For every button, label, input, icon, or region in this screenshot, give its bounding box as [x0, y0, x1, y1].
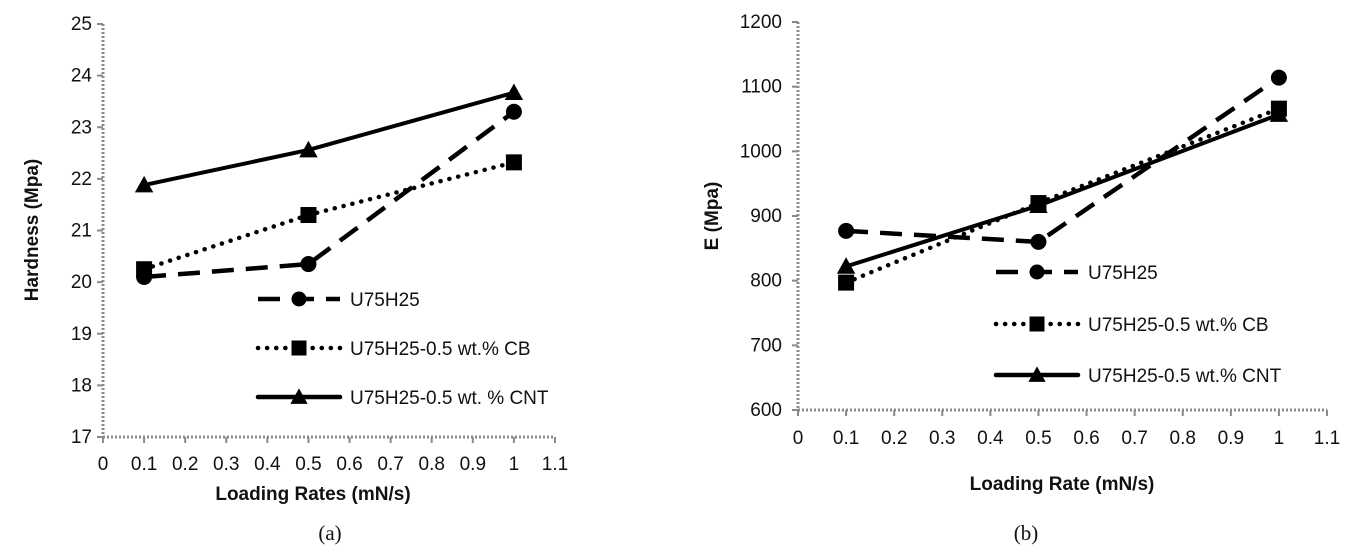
data-point-square: [505, 154, 522, 171]
legend-label: U75H25-0.5 wt.% CB: [350, 339, 531, 360]
y-tick-label: 1000: [740, 141, 782, 162]
series-line-circle: [143, 109, 516, 280]
x-tick-label: 0.6: [1073, 428, 1099, 449]
chart-elastic-modulus: 600 700 800 900 1000 1100 1200 0 0.1 0.2 0.3 0.4 0.5…: [702, 12, 1340, 545]
legend-label: U75H25-0.5 wt. % CNT: [350, 388, 549, 409]
legend-marker-square: [291, 340, 307, 356]
x-tick-label: 0.3: [929, 428, 955, 449]
x-tick-label: 0.2: [881, 428, 907, 449]
data-point-circle: [505, 103, 522, 120]
x-tick-label: 0: [793, 428, 804, 449]
y-tick-label: 25: [71, 14, 92, 35]
x-tick-label: 0.8: [419, 454, 445, 475]
y-tick-label: 24: [71, 66, 93, 87]
legend-marker-triangle: [1028, 366, 1046, 382]
data-point-triangle: [1029, 196, 1048, 214]
x-tick-label: 0.9: [460, 454, 486, 475]
data-point-triangle: [836, 257, 856, 274]
y-axis-label: E (Mpa): [702, 182, 723, 251]
x-tick-label: 0.5: [295, 454, 321, 475]
y-axis-label: Hardness (Mpa): [22, 159, 43, 302]
x-tick-label: 0.6: [336, 454, 362, 475]
y-tick-label: 900: [750, 206, 782, 227]
data-point-triangle: [134, 175, 154, 193]
series-line-triangle: [142, 90, 516, 188]
data-point-square: [300, 207, 317, 224]
chart-hardness: 17 18 19 20 21 22 23 24 25 0 0.1 0.2 0.3 0.4 0.5 0.6 0.7…: [22, 14, 568, 545]
x-tick-label: 0.2: [172, 454, 198, 475]
x-tick-label: 0.1: [131, 454, 157, 475]
y-tick-label: 1100: [741, 77, 782, 98]
data-point-triangle: [504, 83, 524, 101]
x-tick-label: 0.1: [833, 428, 859, 449]
y-tick-label: 800: [750, 271, 782, 292]
y-tick-label: 23: [71, 117, 92, 138]
figure-caption: (b): [1014, 521, 1039, 545]
data-point-square: [838, 274, 855, 291]
x-tick-label: 1.1: [1314, 428, 1340, 449]
legend-marker-triangle: [290, 388, 308, 404]
x-tick-label: 0.3: [213, 454, 239, 475]
y-tick-label: 18: [71, 375, 92, 396]
x-axis-label: Loading Rates (mN/s): [215, 484, 410, 505]
y-tick-label: 22: [71, 169, 92, 190]
x-tick-label: 0.8: [1170, 428, 1196, 449]
series-line-triangle: [844, 112, 1281, 269]
data-point-circle: [300, 256, 317, 273]
legend-marker-circle: [291, 291, 307, 307]
data-point-triangle: [299, 140, 318, 158]
y-tick-label: 17: [71, 427, 92, 448]
data-point-circle: [838, 222, 855, 239]
x-tick-label: 1: [1274, 428, 1285, 449]
data-point-circle: [1030, 233, 1047, 250]
y-tick-label: 19: [71, 324, 92, 345]
data-point-circle: [1270, 69, 1287, 86]
x-tick-label: 0: [98, 454, 109, 475]
x-tick-label: 0.4: [254, 454, 281, 475]
x-tick-label: 0.7: [377, 454, 403, 475]
y-tick-label: 1200: [740, 12, 782, 33]
x-axis-label: Loading Rate (mN/s): [970, 474, 1155, 495]
x-tick-label: 0.7: [1121, 428, 1147, 449]
legend-marker-square: [1029, 316, 1045, 332]
y-tick-label: 700: [750, 335, 782, 356]
series-line-square: [141, 160, 517, 272]
x-tick-label: 0.4: [977, 428, 1004, 449]
legend-label: U75H25-0.5 wt.% CB: [1088, 315, 1269, 336]
y-tick-label: 600: [750, 400, 782, 421]
data-point-square: [136, 261, 153, 278]
legend-label: U75H25: [1088, 263, 1158, 284]
legend-marker-circle: [1029, 264, 1045, 280]
series-line-circle: [845, 75, 1281, 245]
figure-caption: (a): [318, 521, 341, 545]
legend-label: U75H25: [350, 290, 420, 311]
x-tick-label: 0.5: [1025, 428, 1051, 449]
legend-label: U75H25-0.5 wt.% CNT: [1088, 366, 1282, 387]
x-tick-label: 1: [509, 454, 520, 475]
y-tick-label: 21: [71, 221, 92, 242]
data-point-triangle: [1269, 105, 1289, 122]
x-tick-label: 0.9: [1218, 428, 1244, 449]
y-tick-label: 20: [71, 272, 92, 293]
x-tick-label: 1.1: [542, 454, 568, 475]
